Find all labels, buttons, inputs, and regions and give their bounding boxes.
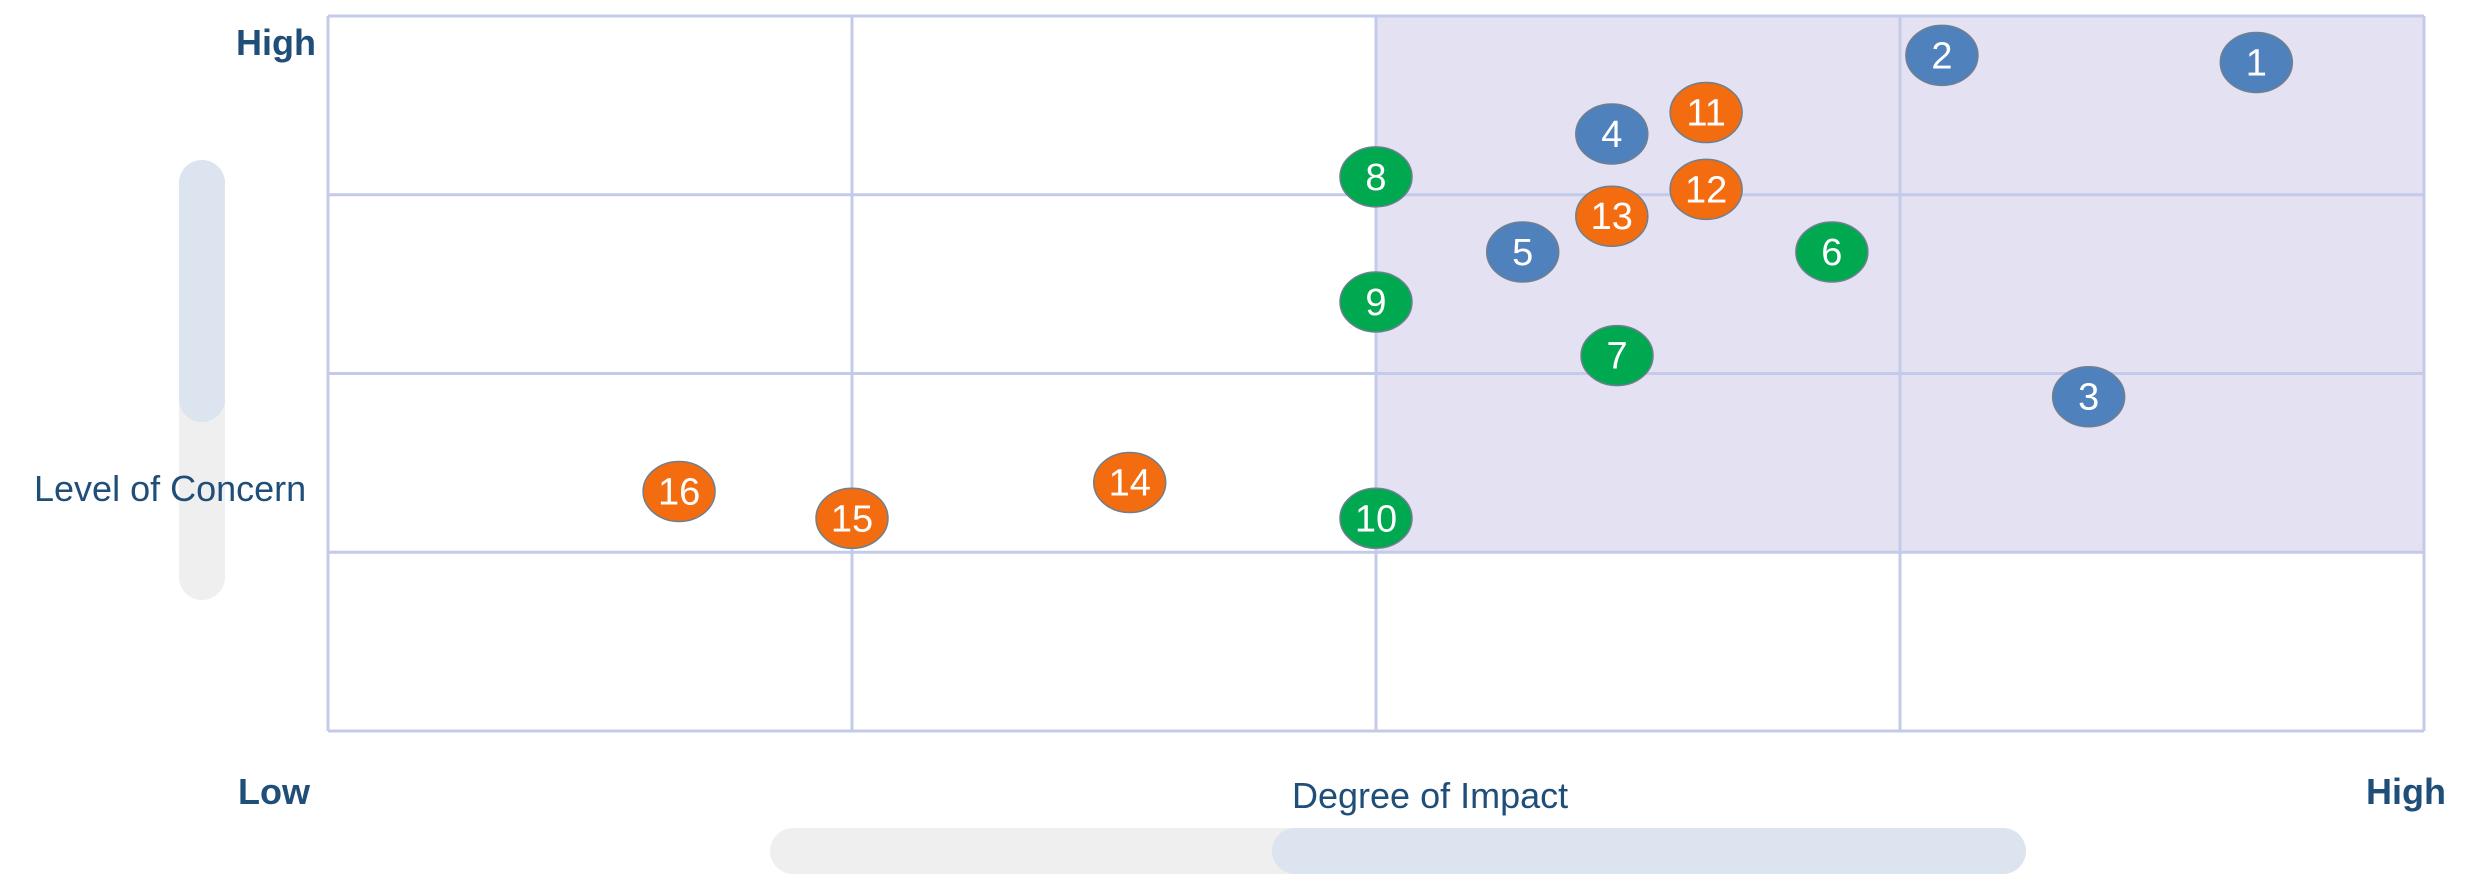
data-point-label: 8 (1365, 157, 1386, 199)
x-axis-title: Degree of Impact (1292, 775, 1569, 816)
data-point-label: 3 (2078, 377, 2099, 419)
data-point-marker (1795, 221, 1869, 283)
data-point-marker (642, 460, 716, 523)
data-point-9: 9 (1339, 271, 1413, 333)
data-point-marker (1339, 271, 1413, 333)
data-point-8: 8 (1339, 146, 1413, 208)
data-point-label: 13 (1591, 196, 1633, 238)
data-point-marker (2051, 365, 2126, 428)
y-axis-title: Level of Concern (34, 468, 307, 509)
data-point-marker (1905, 24, 1979, 87)
x-axis-high-label: High (2366, 771, 2446, 812)
data-point-label: 6 (1821, 232, 1842, 274)
y-axis-gradient-bar-fill (179, 160, 225, 422)
data-point-15: 15 (815, 487, 889, 550)
data-point-label: 2 (1931, 35, 1952, 77)
data-point-marker (1580, 324, 1654, 387)
data-point-10: 10 (1339, 487, 1413, 550)
data-point-label: 9 (1365, 282, 1386, 324)
x-axis-low-label: Low (238, 771, 310, 812)
data-point-label: 4 (1601, 114, 1622, 156)
data-point-label: 12 (1685, 169, 1727, 211)
data-point-3: 3 (2051, 365, 2126, 428)
data-point-marker (1092, 451, 1167, 514)
data-point-16: 16 (642, 460, 716, 523)
data-point-7: 7 (1580, 324, 1654, 387)
data-point-marker (1575, 103, 1649, 165)
data-point-marker (1669, 81, 1743, 144)
data-point-label: 15 (831, 498, 873, 540)
data-point-5: 5 (1485, 221, 1560, 283)
data-point-marker (815, 487, 889, 550)
data-point-2: 2 (1905, 24, 1979, 87)
data-point-label: 5 (1512, 232, 1533, 274)
data-point-6: 6 (1795, 221, 1869, 283)
data-point-marker (1339, 487, 1413, 550)
data-point-label: 16 (658, 471, 700, 513)
data-point-marker (1339, 146, 1413, 208)
x-axis-gradient-bar-fill (1272, 828, 2026, 874)
data-point-label: 14 (1109, 463, 1151, 505)
data-point-marker (2219, 31, 2294, 94)
data-point-marker (1669, 158, 1743, 221)
data-point-marker (1485, 221, 1560, 283)
data-point-label: 11 (1686, 93, 1725, 135)
data-point-12: 12 (1669, 158, 1743, 221)
data-point-marker (1575, 185, 1649, 247)
y-axis-high-label: High (236, 22, 316, 63)
data-point-11: 11 (1669, 81, 1743, 144)
data-point-4: 4 (1575, 103, 1649, 165)
data-point-14: 14 (1092, 451, 1167, 514)
data-point-label: 7 (1606, 336, 1627, 378)
data-point-label: 10 (1355, 498, 1397, 540)
data-point-13: 13 (1575, 185, 1649, 247)
data-point-label: 1 (2246, 42, 2267, 84)
data-point-1: 1 (2219, 31, 2294, 94)
